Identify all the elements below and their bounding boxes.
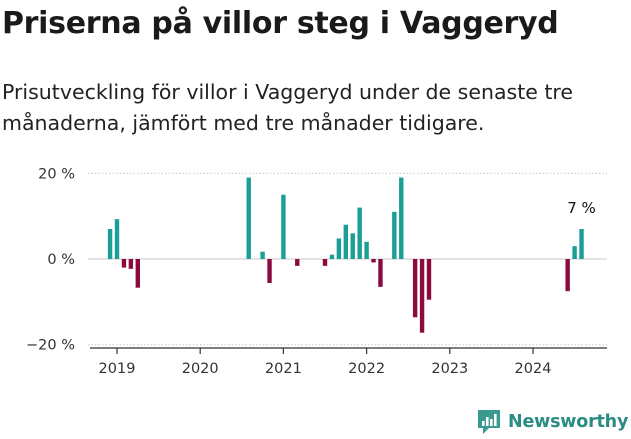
x-tick-label: 2024 [515,361,552,377]
x-tick-label: 2023 [431,361,468,377]
y-tick-label: 20 % [38,166,75,182]
bar [295,259,300,266]
x-axis: 2019 2020 2021 2022 2023 2024 [90,347,607,377]
bar [426,259,432,300]
bar [350,233,355,259]
price-change-bar-chart: 20 % 0 % −20 % 2019 2020 2021 2022 2023 2024 7 … [26,166,607,377]
y-axis-ticks: 20 % 0 % −20 % [26,166,75,353]
bar [378,259,383,287]
bar [371,259,376,263]
bar [572,246,577,259]
newsworthy-logo-icon [478,410,500,434]
y-tick-label: 0 % [47,252,75,268]
bar [399,177,404,259]
data-label: 7 % [567,199,596,217]
y-tick-label: −20 % [26,338,75,354]
x-tick-label: 2022 [348,361,385,377]
bar [121,259,127,268]
newsworthy-brand: Newsworthy [476,405,628,439]
brand-name: Newsworthy [508,412,629,432]
bar [135,259,140,288]
bar [392,211,397,259]
bar [246,177,251,259]
bar [128,259,134,269]
bar [419,259,425,333]
chart-bars [107,177,584,333]
x-tick-label: 2019 [99,361,136,377]
bar [329,254,335,259]
bar [267,259,272,283]
bar [579,229,584,259]
x-tick-label: 2021 [265,361,302,377]
bar [565,259,570,292]
bar [343,224,348,259]
bar [412,259,418,318]
bar [281,194,286,259]
bar [260,251,265,259]
bar [357,207,362,259]
bar [322,259,328,266]
bar [107,229,113,259]
page-title: Priserna på villor steg i Vaggeryd [2,6,559,41]
x-tick-label: 2020 [182,361,219,377]
data-labels: 7 % [567,199,596,217]
bar [364,241,369,259]
page-subtitle: Prisutveckling för villor i Vaggeryd und… [2,80,573,135]
bar [336,238,342,259]
bar [114,219,120,259]
